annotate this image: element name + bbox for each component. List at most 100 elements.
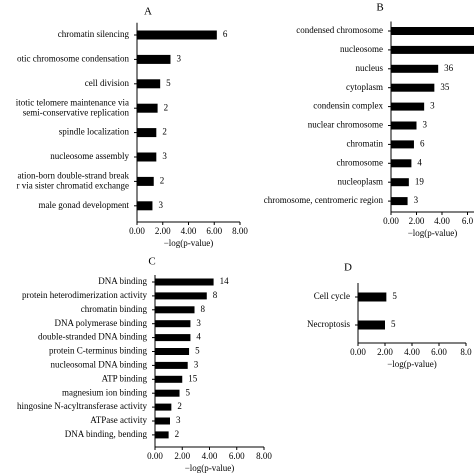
data-label: 8 [201, 304, 206, 314]
bar [391, 159, 412, 168]
y-tick-label: DNA binding, bending [65, 429, 148, 439]
panel-title: D [344, 262, 352, 274]
bar [137, 103, 158, 113]
bar [391, 27, 474, 35]
data-label: 2 [177, 401, 182, 411]
y-tick-label: chromatin binding [81, 304, 148, 314]
y-tick-label: chromosome [337, 157, 384, 167]
bar [155, 389, 180, 397]
data-label: 2 [162, 127, 167, 137]
bar [137, 128, 157, 138]
y-tick-label: DNA binding [98, 276, 147, 286]
data-label: 3 [176, 415, 181, 425]
bar [155, 334, 191, 342]
y-tick-label: nucleosome assembly [50, 151, 129, 161]
x-tick-label: 0.00 [147, 451, 163, 461]
bar [391, 45, 474, 54]
x-tick-label: 2.00 [174, 451, 190, 461]
x-tick-label: 4.00 [202, 451, 218, 461]
y-tick-label: ATP binding [102, 373, 148, 383]
data-label: 15 [188, 373, 198, 383]
bar [137, 152, 157, 162]
y-tick-label: chromosome, centromeric region [264, 195, 384, 205]
data-label: 5 [166, 78, 171, 88]
x-tick-label: 4.00 [434, 216, 450, 226]
y-tick-label: Cell cycle [314, 291, 350, 301]
data-label: 3 [158, 200, 163, 210]
x-tick-label: 2.00 [377, 347, 393, 357]
y-tick-label: condensed chromosome [296, 25, 383, 35]
data-label: 5 [186, 387, 191, 397]
bar [137, 30, 217, 40]
data-label: 5 [392, 291, 397, 301]
y-tick-label: protein heterodimerization activity [22, 290, 147, 300]
bar [155, 320, 191, 328]
y-tick-label: cytoplasm [346, 82, 383, 92]
y-tick-label: DNA polymerase binding [55, 318, 148, 328]
panel-title: B [376, 2, 383, 14]
y-tick-label: magnesium ion binding [62, 387, 147, 397]
x-tick-label: 0.00 [350, 347, 366, 357]
data-label: 3 [430, 101, 435, 111]
bar [155, 292, 207, 300]
x-tick-label: 8.00 [232, 226, 248, 236]
x-tick-label: 6.0 [462, 216, 474, 226]
x-tick-label: 8.00 [256, 451, 272, 461]
bar [155, 306, 195, 314]
bar [391, 197, 408, 206]
x-tick-label: 6.00 [431, 347, 447, 357]
x-tick-label: 4.00 [404, 347, 420, 357]
y-tick-label: nuclear chromosome [308, 120, 383, 130]
y-tick-label: chromatin silencing [58, 29, 130, 39]
bar [155, 403, 172, 411]
data-label: 5 [391, 319, 396, 329]
y-tick-label: nucleus [356, 63, 384, 73]
y-tick-label: cell division [85, 78, 130, 88]
y-tick-label: hingosine N-acyltransferase activity [17, 401, 147, 411]
data-label: 3 [176, 53, 181, 63]
data-label: 6 [223, 29, 228, 39]
y-tick-label: ATPase activity [90, 415, 147, 425]
data-label: 36 [444, 63, 454, 73]
data-label: 2 [160, 175, 165, 185]
y-tick-label: double-stranded DNA binding [38, 332, 147, 342]
panel-title: A [144, 6, 152, 18]
data-label: 4 [196, 332, 201, 342]
x-tick-label: 0.00 [383, 216, 399, 226]
y-tick-label: spindle localization [59, 127, 130, 137]
y-tick-label: nucleosomal DNA binding [51, 359, 148, 369]
y-tick-label: male gonad development [39, 200, 130, 210]
data-label: 35 [440, 82, 450, 92]
x-axis-label: −log(p-value) [185, 463, 235, 473]
data-label: 3 [194, 359, 199, 369]
y-tick-label: nucleosome [340, 44, 383, 54]
data-label: 5 [195, 346, 200, 356]
data-label: 3 [423, 120, 428, 130]
data-label: 8 [213, 290, 218, 300]
data-label: 19 [415, 176, 425, 186]
bar [155, 375, 183, 383]
data-label: 2 [175, 429, 180, 439]
bar [155, 361, 188, 369]
bar [155, 278, 214, 286]
x-axis-label: −log(p-value) [408, 228, 458, 238]
y-tick-label: Necroptosis [307, 319, 350, 329]
data-label: 3 [414, 195, 419, 205]
bar [391, 178, 409, 187]
y-tick-label: protein C-terminus binding [49, 346, 147, 356]
data-label: 3 [162, 151, 167, 161]
y-tick-label: chromatin [347, 138, 384, 148]
bar [358, 320, 385, 330]
x-tick-label: 6.00 [229, 451, 245, 461]
x-tick-label: 4.00 [181, 226, 197, 236]
x-tick-label: 0.00 [129, 226, 145, 236]
bar [137, 79, 161, 89]
bar [391, 102, 425, 111]
data-label: 3 [196, 318, 201, 328]
y-tick-label: r via sister chromatid exchange [17, 180, 129, 190]
y-tick-label: otic chromosome condensation [17, 53, 129, 63]
bar [391, 83, 435, 92]
bar [137, 201, 153, 211]
panel-title: C [148, 256, 155, 268]
